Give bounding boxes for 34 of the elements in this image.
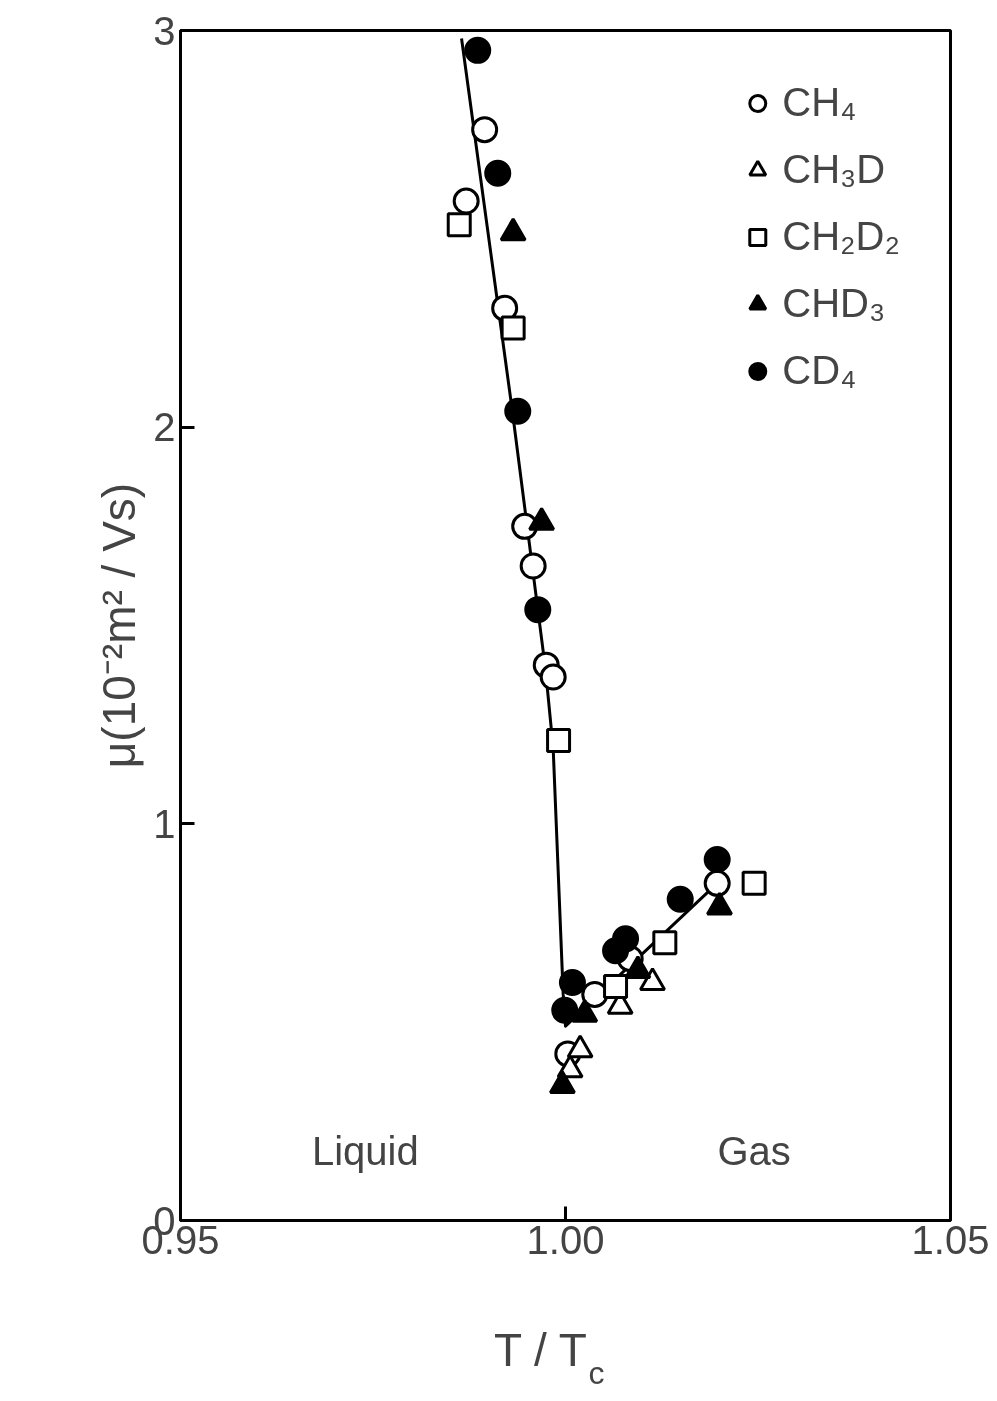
point	[666, 885, 694, 913]
point	[484, 159, 512, 187]
x-tick-label: 1.00	[526, 1217, 605, 1262]
point	[558, 969, 586, 996]
annotation: Gas	[717, 1128, 791, 1173]
point	[491, 294, 519, 322]
legend-label: CD₄	[782, 348, 857, 393]
point	[524, 596, 552, 624]
legend-label: CH₂D₂	[782, 214, 900, 259]
legend-label: CHD₃	[782, 281, 886, 326]
point	[446, 212, 472, 238]
point	[471, 116, 499, 144]
point	[603, 973, 629, 999]
point	[703, 869, 731, 897]
x-tick-label: 1.05	[911, 1217, 990, 1262]
point	[612, 925, 640, 953]
point	[703, 846, 731, 874]
annotation: Liquid	[311, 1128, 419, 1173]
point	[741, 870, 767, 896]
point	[652, 930, 678, 956]
y-tick-label: 3	[153, 8, 176, 53]
point	[539, 663, 567, 691]
point	[551, 996, 579, 1024]
point	[504, 397, 532, 425]
point	[464, 36, 492, 64]
point	[519, 552, 547, 580]
legend-label: CH₄	[782, 80, 857, 125]
y-axis-title: μ(10⁻²m² / Vs)	[93, 482, 146, 769]
legend-label: CH₃D	[782, 147, 886, 192]
y-tick-label: 1	[153, 801, 176, 846]
y-tick-label: 2	[153, 405, 176, 450]
point	[500, 315, 526, 341]
point	[546, 728, 572, 754]
point	[452, 187, 480, 215]
